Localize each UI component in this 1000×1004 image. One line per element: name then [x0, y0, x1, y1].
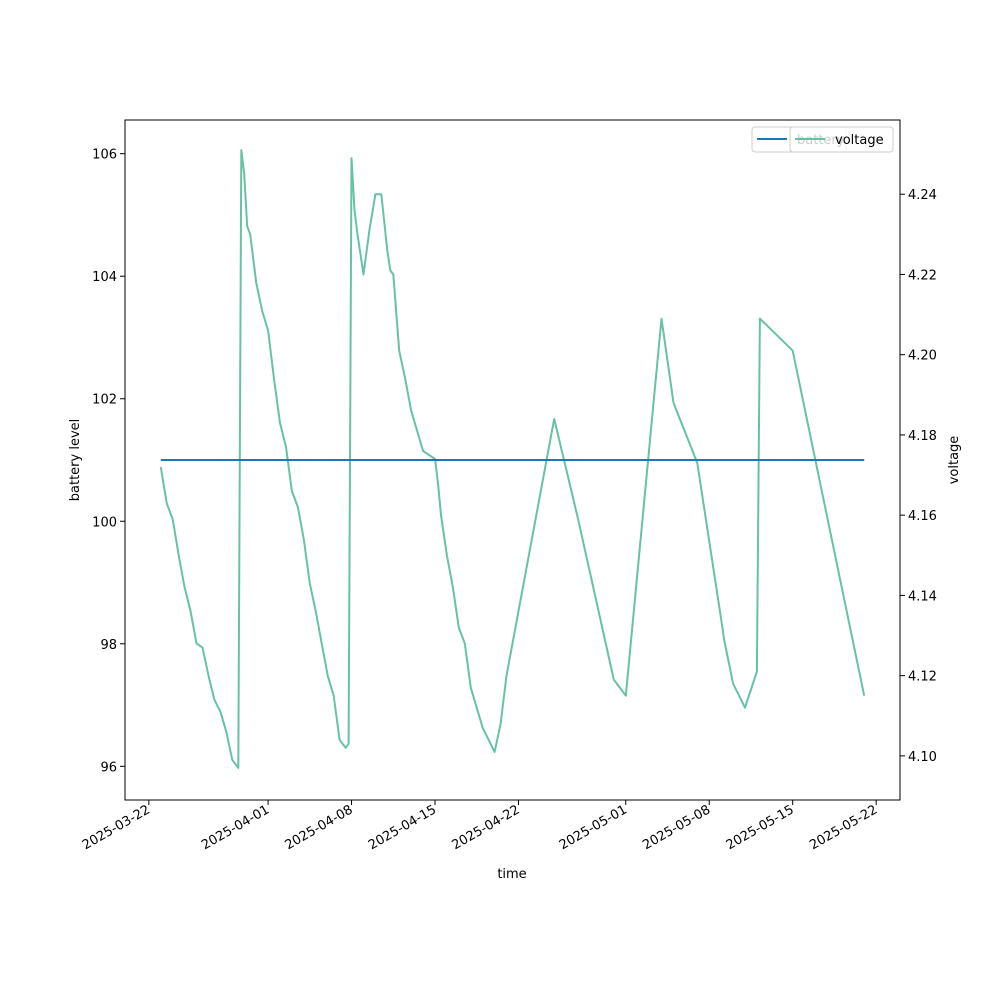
right-y-tick-label: 4.10: [908, 750, 937, 765]
left-y-axis-label: battery level: [68, 419, 83, 502]
x-axis-label: time: [497, 867, 526, 882]
axes-frame: [124, 119, 901, 801]
right-y-axis-label: voltage: [947, 436, 962, 485]
left-y-tick-label: 100: [92, 515, 117, 530]
legend-voltage-box: [789, 126, 894, 153]
left-y-tick-label: 96: [100, 760, 117, 775]
left-y-tick-label: 98: [100, 638, 117, 653]
right-y-axis: 4.10 4.12 4.14 4.16 4.18 4.20 4.22 4.24: [900, 188, 937, 765]
right-y-tick-label: 4.20: [908, 349, 937, 364]
left-y-tick-label: 102: [92, 393, 117, 408]
right-y-tick-label: 4.16: [908, 509, 937, 524]
legend-voltage-label: voltage: [835, 133, 884, 148]
plot-area: [159, 149, 866, 769]
legend-voltage: voltage: [789, 126, 894, 153]
series-line-voltage: [159, 149, 866, 769]
left-y-tick-label: 106: [92, 148, 117, 163]
left-y-axis: 96 98 100 102 104 106: [92, 148, 125, 775]
left-y-tick-label: 104: [92, 270, 117, 285]
right-y-tick-label: 4.18: [908, 429, 937, 444]
right-y-tick-label: 4.12: [908, 670, 937, 685]
right-y-tick-label: 4.22: [908, 268, 937, 283]
right-y-tick-label: 4.24: [908, 188, 937, 203]
right-y-tick-label: 4.14: [908, 589, 937, 604]
